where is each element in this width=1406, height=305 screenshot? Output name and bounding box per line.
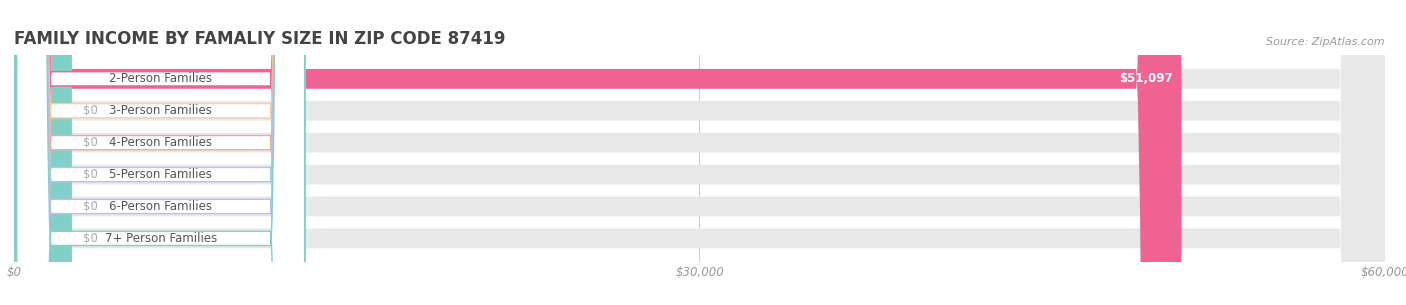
FancyBboxPatch shape [17, 0, 305, 305]
FancyBboxPatch shape [14, 0, 1385, 305]
Text: 4-Person Families: 4-Person Families [110, 136, 212, 149]
FancyBboxPatch shape [14, 0, 72, 305]
Text: 2-Person Families: 2-Person Families [110, 72, 212, 85]
FancyBboxPatch shape [17, 0, 305, 305]
FancyBboxPatch shape [17, 0, 305, 305]
Text: $0: $0 [83, 232, 98, 245]
FancyBboxPatch shape [14, 0, 1181, 305]
Text: $0: $0 [83, 168, 98, 181]
FancyBboxPatch shape [14, 0, 72, 305]
FancyBboxPatch shape [17, 0, 305, 305]
FancyBboxPatch shape [14, 0, 72, 305]
FancyBboxPatch shape [14, 0, 1385, 305]
Text: 5-Person Families: 5-Person Families [110, 168, 212, 181]
FancyBboxPatch shape [14, 0, 1385, 305]
FancyBboxPatch shape [14, 0, 72, 305]
Text: 7+ Person Families: 7+ Person Families [104, 232, 217, 245]
Text: $51,097: $51,097 [1119, 72, 1173, 85]
FancyBboxPatch shape [14, 0, 1385, 305]
Text: 6-Person Families: 6-Person Families [110, 200, 212, 213]
Text: 3-Person Families: 3-Person Families [110, 104, 212, 117]
Text: $0: $0 [83, 200, 98, 213]
FancyBboxPatch shape [14, 0, 1385, 305]
Text: $0: $0 [83, 136, 98, 149]
FancyBboxPatch shape [17, 0, 305, 305]
FancyBboxPatch shape [17, 0, 305, 305]
Text: Source: ZipAtlas.com: Source: ZipAtlas.com [1267, 37, 1385, 47]
FancyBboxPatch shape [14, 0, 72, 305]
Text: $0: $0 [83, 104, 98, 117]
FancyBboxPatch shape [14, 0, 1385, 305]
Text: FAMILY INCOME BY FAMALIY SIZE IN ZIP CODE 87419: FAMILY INCOME BY FAMALIY SIZE IN ZIP COD… [14, 30, 506, 48]
